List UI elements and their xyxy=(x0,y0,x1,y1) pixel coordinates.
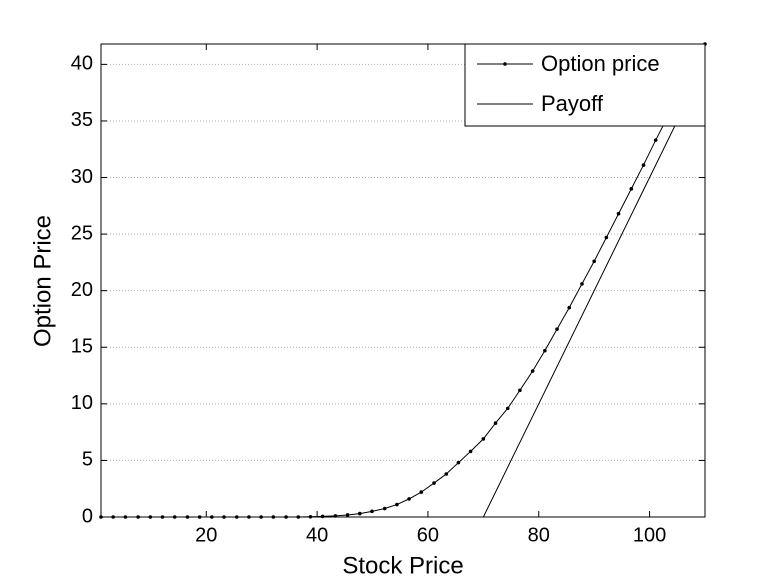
y-tick-label: 0 xyxy=(82,505,93,527)
axes-box xyxy=(100,43,706,518)
data-point xyxy=(419,490,424,494)
legend-label: Payoff xyxy=(541,91,604,116)
data-point xyxy=(505,406,510,411)
data-point xyxy=(345,513,350,517)
data-point xyxy=(370,509,374,514)
y-tick-label: 30 xyxy=(71,166,93,188)
data-point xyxy=(432,481,436,485)
data-point xyxy=(555,327,559,331)
data-point xyxy=(456,460,461,465)
data-point xyxy=(629,187,634,191)
x-tick-label: 20 xyxy=(195,524,217,546)
y-tick-label: 35 xyxy=(71,109,93,131)
x-tick-label: 60 xyxy=(417,524,439,546)
y-tick-label: 15 xyxy=(71,336,93,358)
data-point xyxy=(604,235,609,240)
data-point xyxy=(580,282,584,286)
data-point xyxy=(592,259,596,264)
data-point xyxy=(543,348,547,353)
data-point xyxy=(407,497,411,501)
x-tick-label: 100 xyxy=(633,524,666,546)
x-tick-label: 40 xyxy=(306,524,328,546)
data-point xyxy=(444,472,449,476)
data-point xyxy=(653,138,658,142)
y-tick-label: 40 xyxy=(71,53,93,75)
y-tick-label: 25 xyxy=(71,222,93,244)
data-point xyxy=(616,211,621,216)
y-tick-label: 10 xyxy=(71,392,93,414)
data-point xyxy=(382,506,387,511)
data-point xyxy=(320,514,325,519)
y-tick-label: 20 xyxy=(71,279,93,301)
y-tick-label: 5 xyxy=(82,449,93,471)
legend-label: Option price xyxy=(541,51,660,76)
data-point xyxy=(641,163,646,167)
data-point xyxy=(493,421,498,425)
data-point xyxy=(481,437,486,441)
data-point xyxy=(357,511,362,516)
legend: Option price Payoff xyxy=(464,43,706,127)
data-point xyxy=(530,369,535,373)
data-point xyxy=(468,449,473,454)
data-point xyxy=(518,388,522,393)
x-tick-label: 80 xyxy=(528,524,550,546)
legend-marker xyxy=(503,62,507,66)
x-axis-label: Stock Price xyxy=(342,552,463,579)
legend-box xyxy=(464,43,706,127)
data-point xyxy=(567,305,572,310)
data-point xyxy=(395,502,399,507)
y-axis-label: Option Price xyxy=(29,215,56,347)
